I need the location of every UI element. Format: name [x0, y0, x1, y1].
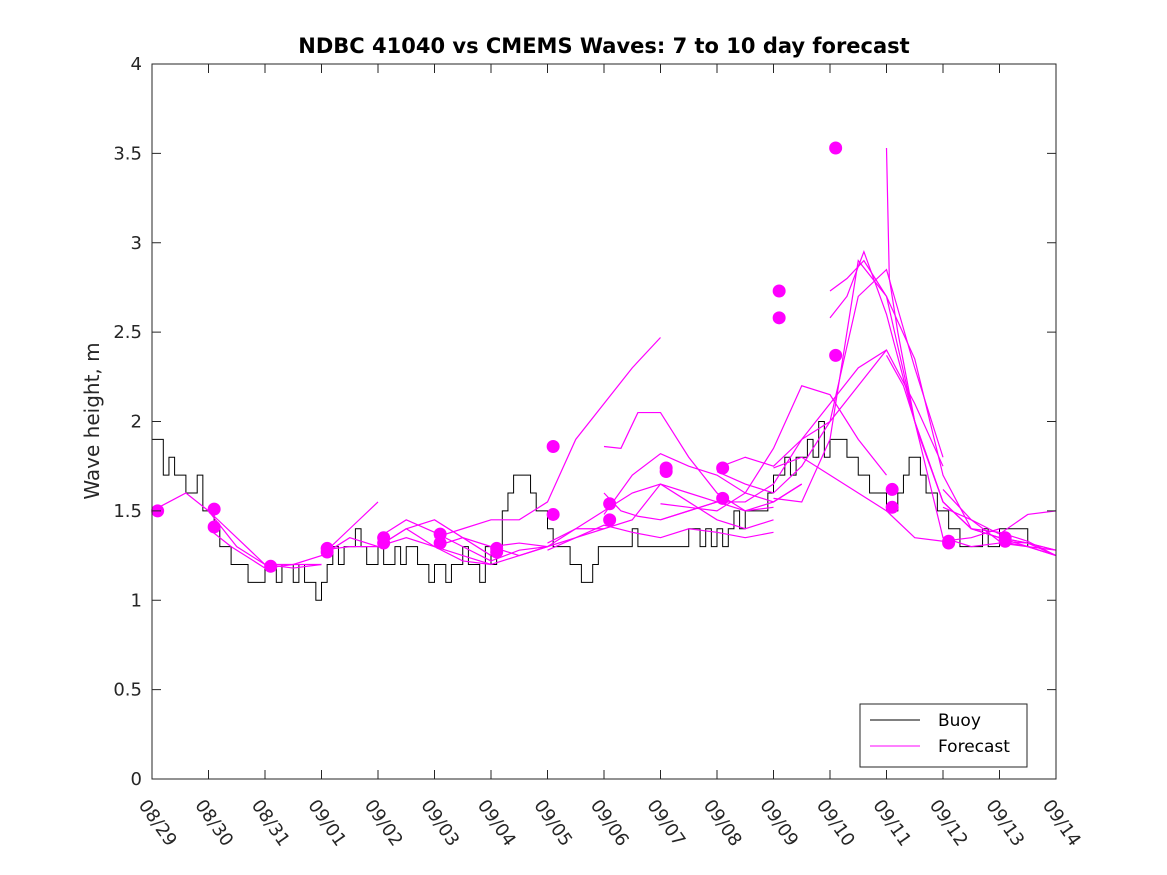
forecast-line	[151, 492, 266, 566]
y-tick-label: 3	[131, 233, 142, 254]
x-tick-label: 09/11	[868, 796, 915, 851]
forecast-line	[208, 528, 322, 569]
forecast-start-point	[433, 527, 447, 541]
forecast-start-point	[546, 440, 560, 454]
forecast-line	[547, 524, 774, 551]
x-tick-label: 09/03	[416, 796, 463, 851]
forecast-start-points	[151, 141, 1012, 573]
forecast-start-point	[207, 502, 221, 516]
x-tick-label: 09/08	[699, 796, 746, 851]
x-tick-label: 09/12	[925, 796, 972, 851]
forecast-line	[829, 259, 1057, 557]
y-tick-label: 2	[131, 412, 142, 433]
forecast-start-point	[546, 507, 560, 521]
forecast-start-point	[603, 497, 617, 511]
legend: Buoy Forecast	[859, 703, 1028, 768]
forecast-series-group	[151, 147, 1057, 569]
forecast-start-point	[320, 541, 334, 555]
forecast-line	[321, 537, 492, 566]
forecast-line	[942, 489, 1057, 535]
x-tick-label: 09/01	[303, 796, 350, 851]
legend-forecast-label: Forecast	[938, 737, 1010, 757]
forecast-start-point	[885, 500, 899, 514]
x-tick-label: 08/29	[134, 796, 181, 851]
y-tick-label: 1	[131, 590, 142, 611]
forecast-line	[547, 483, 774, 544]
forecast-line	[377, 519, 548, 562]
forecast-line	[490, 483, 718, 548]
forecast-start-point	[829, 141, 843, 155]
y-tick-label: 3.5	[113, 143, 142, 164]
forecast-start-point	[885, 482, 899, 496]
plot-background	[152, 64, 1056, 779]
y-tick-label: 4	[131, 54, 142, 75]
forecast-line	[716, 268, 944, 494]
forecast-start-point	[377, 536, 391, 550]
forecast-line	[603, 411, 774, 512]
forecast-start-point	[659, 465, 673, 479]
forecast-start-point	[433, 536, 447, 550]
y-tick-label: 0	[131, 769, 142, 790]
forecast-line	[829, 249, 1057, 557]
forecast-line	[434, 337, 661, 539]
y-tick-label: 2.5	[113, 322, 142, 343]
forecast-start-point	[207, 520, 221, 534]
forecast-start-point	[490, 541, 504, 555]
forecast-start-point	[772, 284, 786, 298]
forecast-start-point	[829, 348, 843, 362]
forecast-line	[773, 456, 1000, 542]
forecast-start-point	[942, 536, 956, 550]
legend-box	[859, 703, 1028, 768]
legend-buoy-label: Buoy	[938, 711, 981, 731]
plot-area	[151, 63, 1057, 780]
y-axis-label: Wave height, m	[80, 342, 104, 499]
y-tick-label: 0.5	[113, 680, 142, 701]
y-tick-label: 1.5	[113, 501, 142, 522]
x-tick-label: 09/02	[360, 796, 407, 851]
chart-title: NDBC 41040 vs CMEMS Waves: 7 to 10 day f…	[298, 34, 909, 58]
forecast-start-point	[998, 534, 1012, 548]
x-tick-label: 08/30	[190, 796, 237, 851]
x-tick-label: 09/14	[1038, 796, 1085, 851]
forecast-start-point	[264, 559, 278, 573]
x-tick-label: 09/07	[642, 796, 689, 851]
forecast-start-point	[716, 461, 730, 475]
x-tick-label: 08/31	[247, 796, 294, 851]
x-tick-label: 09/10	[812, 796, 859, 851]
forecast-line	[660, 349, 887, 521]
forecast-line	[603, 452, 803, 515]
x-tick-label: 09/13	[981, 796, 1028, 851]
x-tick-label: 09/09	[755, 796, 802, 851]
forecast-start-point	[772, 311, 786, 325]
forecast-start-point	[716, 491, 730, 505]
forecast-start-point	[603, 513, 617, 527]
x-tick-label: 09/05	[529, 796, 576, 851]
x-tick-label: 09/04	[473, 796, 520, 851]
x-tick-label: 09/06	[586, 796, 633, 851]
